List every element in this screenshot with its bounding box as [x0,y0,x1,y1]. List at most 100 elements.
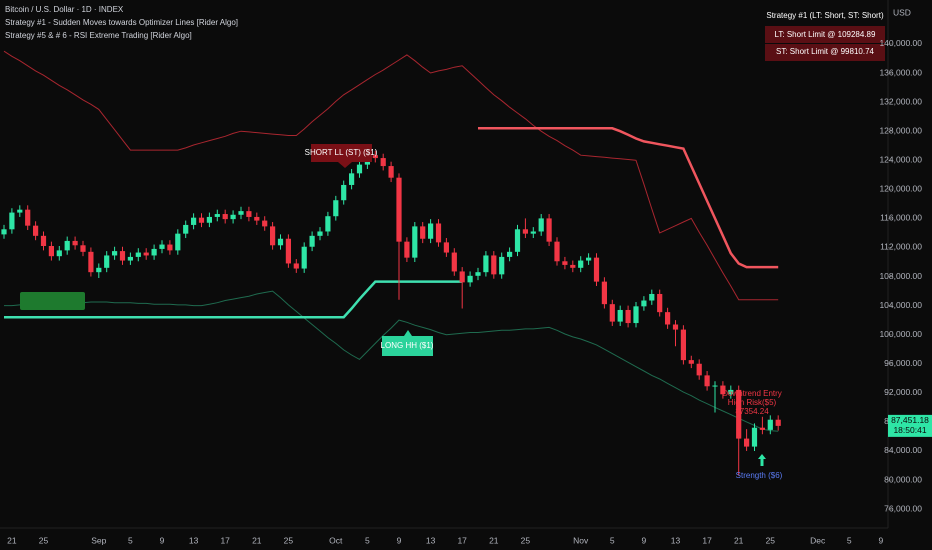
y-tick-label: 124,000.00 [879,155,922,165]
y-tick-label: 112,000.00 [880,242,922,252]
candle-body [33,225,39,236]
last-price-box [888,414,932,437]
y-tick-label: 92,000.00 [884,387,922,397]
candle-body [530,231,536,234]
candle-body [672,324,679,330]
candle-body [554,241,560,262]
x-tick-label: 25 [521,535,531,545]
plot [1,50,781,476]
candle-body [1,229,7,235]
candle-body [262,220,268,227]
x-tick-label: Oct [329,535,343,545]
candle-body [412,226,418,258]
candle-body [159,244,165,249]
short-label: SHORT LL (ST) ($1) [305,148,378,157]
overlay-line [4,290,779,432]
candle-body [151,248,157,256]
candle-body [665,312,671,325]
x-tick-label: 13 [189,535,199,545]
candle-body [104,255,110,268]
long-label-box [382,330,433,356]
candle-body [720,385,726,395]
candle-body [380,158,386,167]
candle-body [127,256,133,261]
candle-body [17,209,23,213]
strength-label: Strength ($6) [736,471,783,480]
candle-body [309,235,315,247]
downtrend-price: 87354.24 [735,407,769,416]
candle-body [736,389,742,439]
candle-body [688,360,694,364]
candle-body [349,173,355,185]
candle-body [48,246,54,257]
downtrend-risk: High Risk($5) [728,398,777,407]
x-tick-label: Nov [573,535,589,545]
overlay-line [4,280,463,319]
downtrend-label: Downtrend Entry [722,389,782,398]
candle-body [586,257,592,261]
candle-body [467,275,473,283]
indicator-name: Strategy #5 & # 6 - RSI Extreme Trading … [5,31,192,40]
candle-body [744,438,750,447]
strategy-line: LT: Short Limit @ 109284.89 [775,30,876,39]
candle-body [333,200,339,217]
y-tick-label: 108,000.00 [879,271,922,281]
candle-body [570,264,576,268]
candle-body [246,211,252,217]
candle-body [514,229,521,252]
candle-body [143,252,149,256]
candle-body [56,250,62,257]
candle-body [459,271,465,283]
candle-body [72,240,78,246]
strength-arrow [758,454,766,466]
candle-body [483,255,489,273]
candle-body [625,309,631,324]
candle-body [222,214,228,220]
y-tick-label: 132,000.00 [879,96,922,106]
strategy-title: Strategy #1 (LT: Short, ST: Short) [766,11,884,20]
candle-body [491,255,497,275]
candle-body [562,261,568,265]
candle-body [175,233,181,251]
x-tick-label: 25 [766,535,776,545]
y-tick-label: 128,000.00 [879,125,922,135]
x-tick-label: 17 [702,535,712,545]
candle-body [25,209,31,226]
candle-body [443,242,449,253]
candle-body [301,246,307,269]
candle-body [325,216,331,232]
overlay-line [478,127,779,269]
y-tick-label: 96,000.00 [884,358,922,368]
x-tick-label: 9 [397,535,402,545]
candle-body [475,272,481,276]
candle-body [372,155,378,159]
x-tick-label: 5 [365,535,370,545]
y-tick-label: 116,000.00 [880,213,922,223]
last-price: 87,451.18 [891,415,929,425]
strategy-row [765,26,885,43]
candle-body [578,260,584,268]
candle-body [704,375,710,387]
overlay-line [3,50,779,301]
x-tick-label: 5 [847,535,852,545]
candle-body [751,427,758,447]
y-tick-label: 84,000.00 [884,445,922,455]
x-tick-label: 17 [457,535,467,545]
candle-body [593,257,600,282]
candle-body [617,309,623,322]
candle-body [64,240,70,251]
candle-body [206,216,212,223]
candle-body [191,217,197,225]
candle-body [712,385,718,387]
candle-body [88,251,94,273]
candle-body [420,226,426,239]
candle-body [609,304,615,322]
candle-body [767,419,773,430]
y-tick-label: 140,000.00 [879,38,922,48]
candle-body [230,214,236,220]
candle-body [285,238,291,264]
x-tick-label: 13 [671,535,681,545]
candle-body [546,218,552,242]
candle-body [293,263,299,269]
